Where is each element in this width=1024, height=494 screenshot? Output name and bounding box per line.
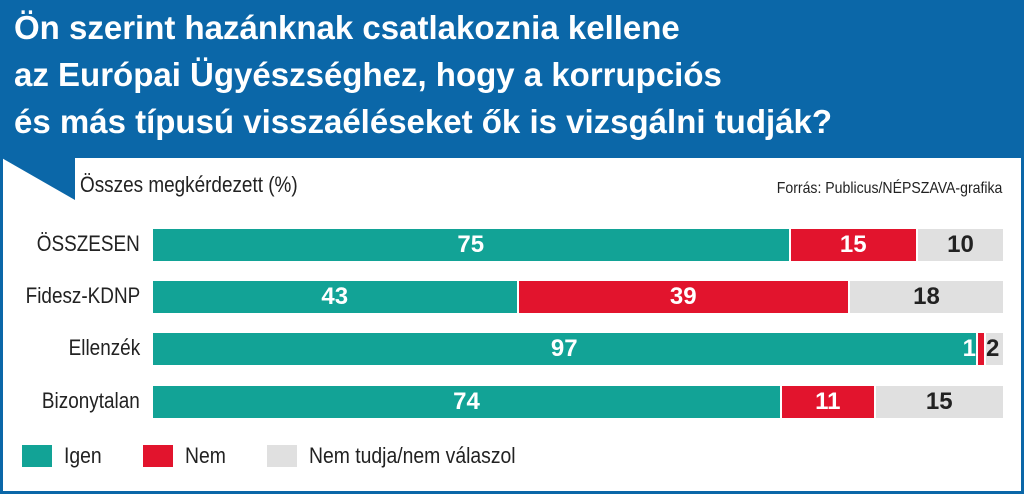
bar-nemtudja: 15 [875, 386, 1003, 418]
data-label: 11 [815, 388, 841, 415]
bar-nem: 39 [518, 281, 848, 313]
data-label: 1 [962, 335, 976, 362]
data-label: 15 [839, 231, 867, 258]
data-label: 75 [457, 231, 485, 258]
data-label: 2 [986, 335, 1000, 362]
title-banner: Ön szerint hazánknak csatlakoznia kellen… [0, 0, 1024, 158]
bar-nemtudja: 10 [918, 229, 1003, 261]
data-label: 43 [321, 283, 349, 310]
bar-igen: 74 [153, 386, 780, 418]
bar-nem: 11 [782, 386, 874, 418]
category-label: ÖSSZESEN [36, 231, 140, 256]
data-label: 15 [925, 388, 953, 415]
legend-swatch [267, 445, 298, 467]
data-label: 97 [550, 335, 578, 362]
title-line: és más típusú visszaéléseket ők is vizsg… [14, 103, 833, 140]
legend-label: Nem [184, 443, 226, 468]
legend-swatch [22, 445, 52, 467]
source: Forrás: Publicus/NÉPSZAVA-grafika [776, 180, 1002, 197]
bar-igen: 43 [153, 281, 517, 313]
legend-label: Nem tudja/nem válaszol [309, 443, 516, 468]
bar-igen: 97 [153, 333, 976, 365]
data-label: 74 [453, 388, 480, 415]
bar-igen: 75 [153, 229, 789, 261]
legend: Igen Nem Nem tudja/nem válaszol [22, 443, 580, 469]
category-label: Ellenzék [68, 335, 140, 360]
title-line: az Európai Ügyészséghez, hogy a korrupci… [14, 56, 722, 93]
bar-nemtudja: 2 [986, 333, 1003, 365]
data-label: 10 [947, 231, 974, 258]
data-label: 18 [913, 283, 940, 310]
legend-label: Igen [64, 443, 102, 468]
bar-nem: 15 [790, 229, 916, 261]
category-label: Fidesz-KDNP [25, 283, 140, 308]
subtitle: Összes megkérdezett (%) [80, 172, 298, 197]
legend-swatch [142, 445, 173, 467]
data-label: 39 [669, 283, 697, 310]
bar-nem: 1 [963, 333, 984, 365]
title-line: Ön szerint hazánknak csatlakoznia kellen… [14, 9, 680, 46]
chart-title: Ön szerint hazánknak csatlakoznia kellen… [14, 4, 1014, 145]
category-label: Bizonytalan [42, 388, 140, 413]
banner-pointer [0, 157, 75, 200]
bar-nemtudja: 18 [850, 281, 1003, 313]
